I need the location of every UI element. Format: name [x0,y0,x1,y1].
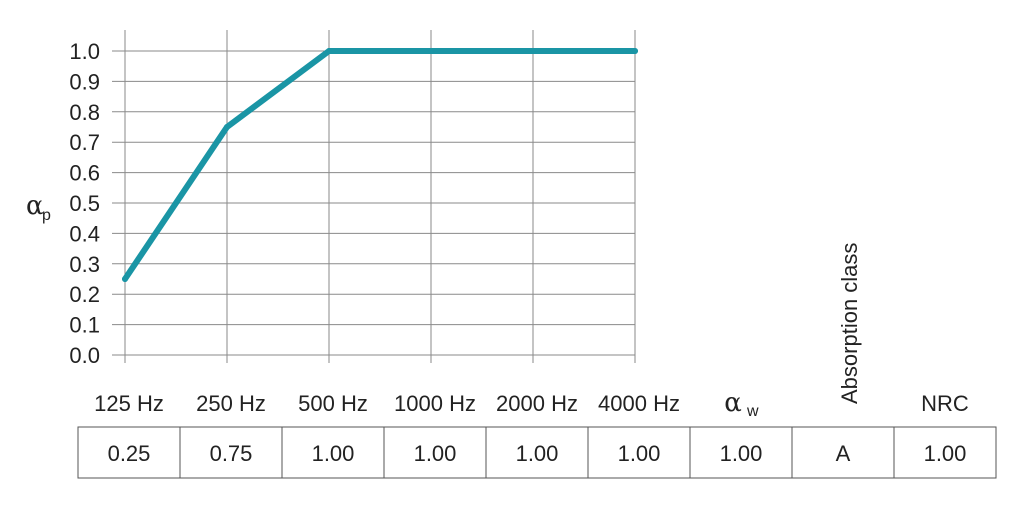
x-tick-label: 250 Hz [196,391,266,416]
value-table: 0.25 0.75 1.00 1.00 1.00 1.00 1.00 A 1.00 [77,426,997,479]
table-headers: 125 Hz 250 Hz 500 Hz 1000 Hz 2000 Hz 4000 Hz α… [94,243,969,420]
y-tick-label: 0.5 [69,191,100,216]
table-cell: 1.00 [720,441,763,466]
series [122,48,638,282]
y-tick-label: 0.9 [69,69,100,94]
y-tick-label: 0.1 [69,313,100,338]
table-frame [77,426,997,479]
data-point [530,48,536,54]
y-axis-label: α p [26,191,51,224]
table-cell: 1.00 [414,441,457,466]
y-tick-label: 0.6 [69,161,100,186]
data-point [224,124,230,130]
x-tick-label: 1000 Hz [394,391,476,416]
y-tick-label: 0.2 [69,282,100,307]
data-point [326,48,332,54]
y-tick-label: 0.3 [69,252,100,277]
table-cell: A [836,441,851,466]
nrc-header: NRC [921,391,969,416]
data-point [632,48,638,54]
table-cell: 1.00 [618,441,661,466]
y-tick-label: 0.0 [69,343,100,368]
x-tick-label: 500 Hz [298,391,368,416]
table-cell: 1.00 [312,441,355,466]
x-tick-label: 125 Hz [94,391,164,416]
alpha-w-header: α [724,388,742,418]
data-point [122,276,128,282]
y-tick-label: 0.4 [69,221,100,246]
data-point [428,48,434,54]
y-axis-label-subscript: p [42,207,51,224]
y-axis: 0.0 0.1 0.2 0.3 0.4 0.5 0.6 0.7 0.8 0.9 1.0 [69,39,100,368]
absorption-class-header: Absorption class [837,243,862,404]
x-tick-label: 2000 Hz [496,391,578,416]
y-tick-label: 0.8 [69,100,100,125]
table-cell: 0.25 [108,441,151,466]
y-tick-label: 1.0 [69,39,100,64]
y-tick-label: 0.7 [69,130,100,155]
x-tick-label: 4000 Hz [598,391,680,416]
grid [112,30,636,363]
table-cell: 1.00 [516,441,559,466]
table-cell: 0.75 [210,441,253,466]
series-line [122,48,638,282]
alpha-w-subscript: w [746,403,759,420]
y-axis-label-alpha: α [26,191,44,221]
table-cell: 1.00 [924,441,967,466]
